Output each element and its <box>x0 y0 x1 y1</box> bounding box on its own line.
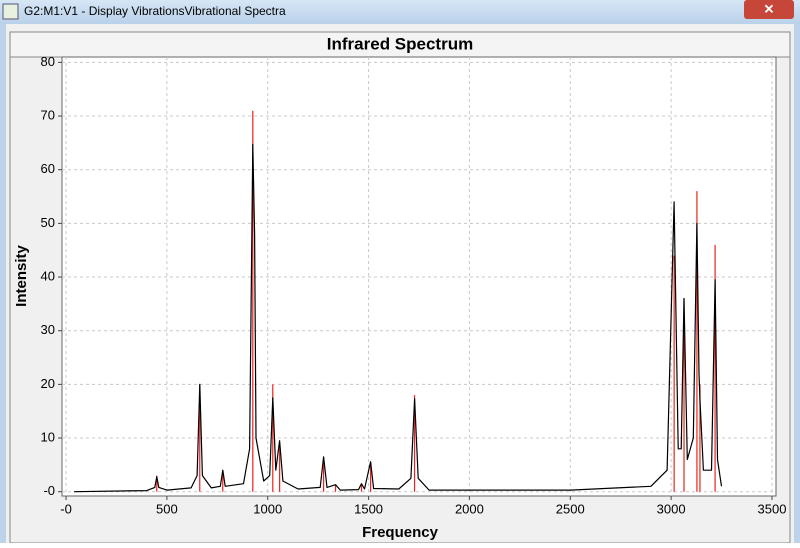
y-tick-label: 80 <box>41 54 55 69</box>
x-tick-label: 1500 <box>354 501 383 516</box>
title-box <box>9 31 791 58</box>
close-button[interactable] <box>744 0 794 19</box>
y-tick-label: 30 <box>41 322 55 337</box>
x-tick-label: 3500 <box>758 501 787 516</box>
title-bar <box>0 0 800 24</box>
y-tick-label: 10 <box>41 429 55 444</box>
x-tick-label: 500 <box>156 501 178 516</box>
window-title: G2:M1:V1 - Display VibrationsVibrational… <box>24 4 286 18</box>
y-axis-label: Intensity <box>13 245 30 307</box>
x-tick-label: 1000 <box>253 501 282 516</box>
chart-title: Infrared Spectrum <box>327 34 473 53</box>
app-icon <box>2 3 19 20</box>
x-tick-label: 2000 <box>455 501 484 516</box>
y-tick-label: -0 <box>43 483 55 498</box>
x-tick-label: 2500 <box>556 501 585 516</box>
x-tick-label: 3000 <box>657 501 686 516</box>
y-tick-label: 40 <box>41 268 55 283</box>
y-tick-label: 70 <box>41 107 55 122</box>
y-tick-label: 50 <box>41 215 55 230</box>
spectrum-line <box>74 143 723 493</box>
plot-area <box>61 56 777 497</box>
y-tick-label: 60 <box>41 161 55 176</box>
x-tick-label: -0 <box>60 501 72 516</box>
x-axis-label: Frequency <box>362 524 439 541</box>
y-tick-label: 20 <box>41 376 55 391</box>
close-icon[interactable]: ✕ <box>764 1 775 16</box>
